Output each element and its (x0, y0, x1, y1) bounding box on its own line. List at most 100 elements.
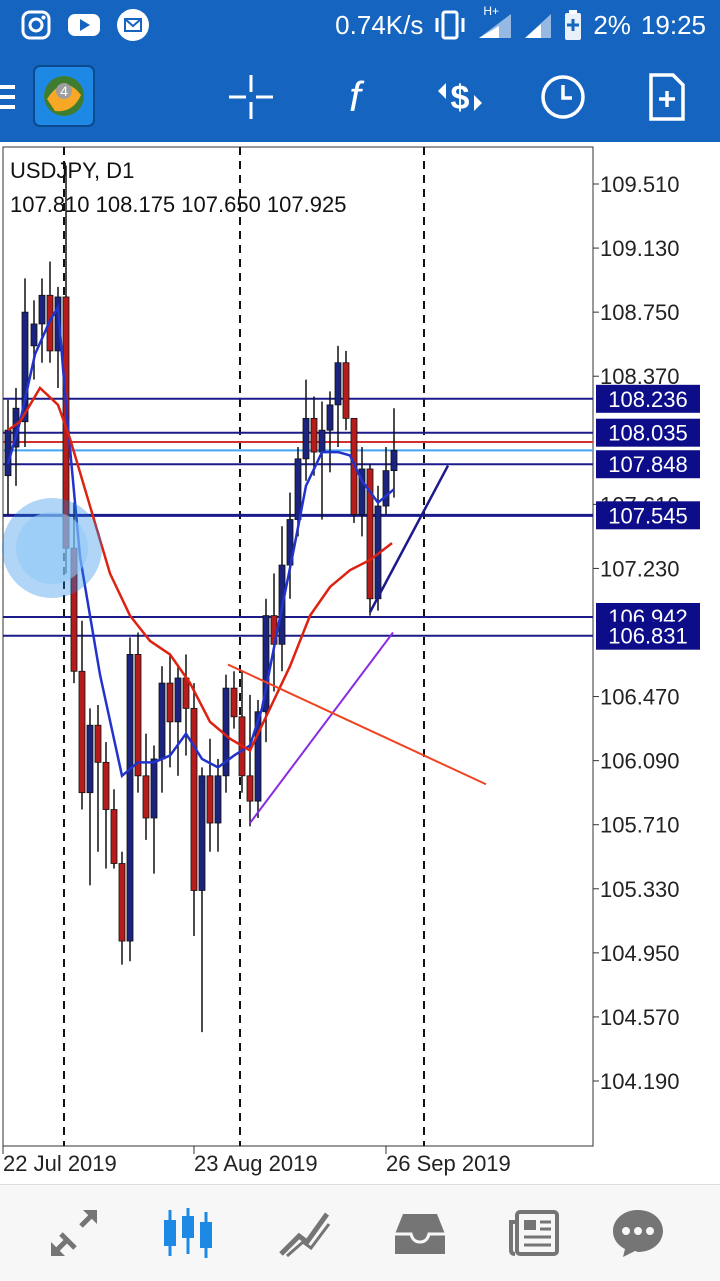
bear-candle (118, 863, 126, 942)
price-tag-label: 108.035 (608, 421, 688, 446)
bull-candle (326, 404, 334, 431)
bull-candle (174, 677, 182, 723)
bottom-nav (0, 1184, 720, 1281)
price-tick-label: 104.950 (600, 941, 680, 966)
bear-candle (78, 670, 86, 794)
symbol-label: USDJPY, D1 (10, 158, 134, 183)
new-order-icon[interactable] (642, 72, 692, 122)
price-tag (596, 621, 700, 650)
price-tag (596, 418, 700, 447)
bear-candle (102, 761, 110, 810)
price-tag-label: 107.545 (608, 503, 688, 528)
price-tick-label: 109.510 (600, 172, 680, 197)
price-tick-label: 108.750 (600, 300, 680, 325)
bear-candle (142, 775, 150, 819)
moving-average-slow (7, 386, 393, 753)
function-icon[interactable]: f (330, 72, 380, 122)
price-tick-label: 105.330 (600, 877, 680, 902)
bull-candle (86, 724, 94, 794)
bear-candle (110, 809, 118, 864)
metatrader-logo[interactable]: 4 (32, 64, 96, 128)
bull-candle (21, 311, 29, 423)
bull-candle (150, 758, 158, 819)
ohlc-label: 107.810 108.175 107.650 107.925 (10, 192, 346, 217)
price-tick-label: 105.710 (600, 813, 680, 838)
price-tick-label: 104.570 (600, 1005, 680, 1030)
bull-candle (254, 711, 262, 802)
chart-area[interactable]: 109.510109.130108.750108.370107.610107.2… (0, 142, 720, 1182)
battery-level: 2% (593, 9, 631, 40)
date-label: 26 Sep 2019 (386, 1151, 511, 1176)
price-tag-label: 108.236 (608, 387, 688, 412)
battery-icon (565, 10, 582, 40)
trendline-blue (368, 464, 450, 613)
bull-candle (294, 458, 302, 520)
price-tick-label: 107.230 (600, 556, 680, 581)
price-tag-label: 106.831 (608, 624, 688, 649)
bull-candle (158, 682, 166, 760)
timeframe-icon[interactable] (538, 72, 588, 122)
status-bar: 0.74K/s H+ 2% 19:25 (0, 0, 720, 50)
svg-text:f: f (349, 73, 365, 120)
date-label: 23 Aug 2019 (194, 1151, 318, 1176)
bull-candle (302, 417, 310, 460)
mail-icon (117, 9, 149, 41)
bear-candle (246, 775, 254, 802)
clock: 19:25 (640, 9, 706, 40)
bull-candle (38, 294, 46, 325)
touch-indicator-inner (16, 512, 88, 584)
bull-candle (382, 470, 390, 507)
bear-candle (190, 707, 198, 891)
bull-candle (262, 615, 270, 713)
trendline-purple (249, 631, 394, 824)
trade-icon[interactable] (274, 1205, 334, 1261)
price-tick-label: 106.090 (600, 749, 680, 774)
price-tick-label: 104.190 (600, 1069, 680, 1094)
symbol-change-icon[interactable]: $ (432, 72, 488, 122)
price-tag (596, 501, 700, 530)
bull-candle (214, 775, 222, 824)
bear-candle (134, 654, 142, 777)
toolbar: 4 f $ (0, 50, 720, 142)
messages-icon[interactable] (608, 1205, 668, 1261)
trendline-orange (227, 663, 487, 786)
vibrate-icon (435, 10, 465, 40)
bull-candle (126, 654, 134, 942)
bull-candle (198, 775, 206, 891)
news-icon[interactable] (504, 1205, 564, 1261)
bull-candle (54, 296, 62, 352)
bear-candle (230, 687, 238, 718)
bull-candle (390, 450, 398, 472)
price-tag (596, 384, 700, 413)
bear-candle (310, 417, 318, 453)
bull-candle (334, 362, 342, 406)
bear-candle (342, 362, 350, 419)
chart-nav-icon[interactable] (158, 1205, 218, 1261)
price-tag (596, 450, 700, 479)
price-tick-label: 106.470 (600, 685, 680, 710)
instagram-icon (21, 10, 51, 40)
bear-candle (94, 724, 102, 763)
price-tick-label: 109.130 (600, 236, 680, 261)
youtube-icon (68, 14, 100, 36)
net-speed: 0.74K/s (335, 9, 424, 40)
bear-candle (182, 677, 190, 709)
menu-icon[interactable] (0, 72, 22, 122)
price-tag-label: 107.848 (608, 452, 688, 477)
signal2-icon (525, 14, 552, 38)
bear-candle (166, 682, 174, 723)
bull-candle (358, 468, 366, 515)
bull-candle (30, 323, 38, 347)
date-label: 22 Jul 2019 (3, 1151, 117, 1176)
quotes-icon[interactable] (44, 1205, 104, 1261)
price-chart[interactable]: 109.510109.130108.750108.370107.610107.2… (0, 142, 720, 1182)
bull-candle (318, 429, 326, 453)
bear-candle (206, 775, 214, 824)
svg-text:4: 4 (60, 83, 68, 99)
svg-text:$: $ (451, 79, 470, 117)
signal-icon: H+ (477, 4, 513, 40)
moving-average-fast (6, 303, 395, 779)
history-icon[interactable] (390, 1205, 450, 1261)
crosshair-icon[interactable] (226, 72, 276, 122)
network-type: H+ (483, 4, 500, 18)
